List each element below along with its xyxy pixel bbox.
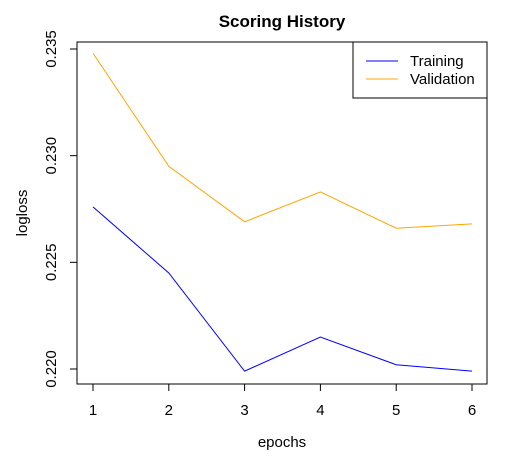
x-axis: 1 2 3 4 5 6 xyxy=(89,384,476,419)
legend-label-validation: Validation xyxy=(410,71,475,88)
x-tick-label: 5 xyxy=(392,402,400,419)
x-axis-label: epochs xyxy=(258,434,306,451)
series-layer xyxy=(92,52,473,372)
chart-title: Scoring History xyxy=(219,12,346,31)
y-tick-label: 0.235 xyxy=(43,30,60,68)
x-tick-label: 1 xyxy=(89,402,97,419)
legend-label-training: Training xyxy=(410,53,464,70)
x-tick-label: 3 xyxy=(240,402,248,419)
y-tick-label: 0.220 xyxy=(43,350,60,388)
x-tick-label: 4 xyxy=(316,402,324,419)
x-tick-label: 2 xyxy=(165,402,173,419)
x-tick-label: 6 xyxy=(468,402,476,419)
y-tick-label: 0.225 xyxy=(43,244,60,282)
y-tick-label: 0.230 xyxy=(43,137,60,175)
legend-box xyxy=(352,41,488,99)
series-line-training xyxy=(92,206,473,372)
series-line-validation xyxy=(92,52,473,229)
plot-frame xyxy=(76,41,488,385)
y-axis: 0.220 0.225 0.230 0.235 xyxy=(43,30,77,388)
y-axis-label: logloss xyxy=(14,190,31,237)
